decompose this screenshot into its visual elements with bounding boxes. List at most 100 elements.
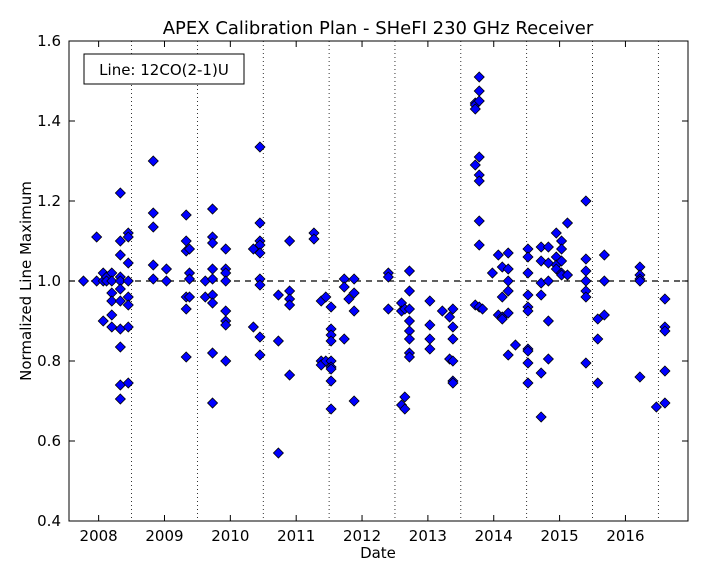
data-point <box>542 275 554 287</box>
data-point <box>114 283 126 295</box>
data-point <box>598 275 610 287</box>
x-tick-label: 2013 <box>409 527 447 545</box>
data-point <box>424 319 436 331</box>
data-point <box>535 411 547 423</box>
data-point <box>382 271 394 283</box>
plot-area: 0.40.60.81.01.21.41.6 2008 2009 2010 2011 20… <box>37 32 689 545</box>
data-point <box>114 295 126 307</box>
data-point <box>473 151 485 163</box>
y-tick-label: 1.6 <box>37 32 61 50</box>
data-point <box>254 217 266 229</box>
data-point <box>580 195 592 207</box>
data-point <box>542 257 554 269</box>
data-point <box>147 273 159 285</box>
data-point <box>348 273 360 285</box>
data-point <box>522 345 534 357</box>
data-point <box>502 307 514 319</box>
data-point <box>206 347 219 359</box>
data-point <box>77 275 90 287</box>
legend-box: Line: 12CO(2-1)U <box>83 53 245 85</box>
data-point <box>469 103 481 115</box>
y-axis-ticks: 0.4 0.6 0.8 1.0 1.2 1.4 1.6 <box>37 32 688 530</box>
y-tick-label: 1.4 <box>37 112 61 130</box>
data-point <box>338 333 350 345</box>
data-point <box>147 207 159 219</box>
data-point <box>522 251 534 263</box>
data-point <box>469 159 481 171</box>
data-point <box>542 353 554 365</box>
data-point <box>447 377 459 389</box>
data-point <box>122 275 134 287</box>
x-axis-label: Date <box>360 544 396 562</box>
x-tick-label: 2016 <box>606 527 644 545</box>
data-point <box>147 259 159 271</box>
data-point <box>180 303 192 315</box>
data-point <box>580 253 592 265</box>
data-point <box>447 321 459 333</box>
data-point <box>535 241 547 253</box>
y-tick-label: 1.0 <box>37 272 61 290</box>
data-point <box>348 305 360 317</box>
data-point <box>522 267 534 279</box>
data-point <box>659 325 671 337</box>
annotation-label: Line: 12CO(2-1)U <box>99 61 229 79</box>
data-point <box>206 297 219 309</box>
data-point <box>561 217 574 229</box>
data-point <box>535 289 547 301</box>
data-point <box>403 333 416 345</box>
data-point <box>522 305 534 317</box>
data-point <box>580 291 592 303</box>
data-point <box>183 273 196 285</box>
data-point <box>502 263 514 275</box>
data-point <box>522 357 534 369</box>
data-point <box>122 231 134 243</box>
data-point <box>284 369 296 381</box>
data-point <box>106 309 118 321</box>
data-point <box>399 403 411 415</box>
data-point <box>403 285 416 297</box>
data-point <box>206 397 219 409</box>
data-point <box>343 293 355 305</box>
x-tick-label: 2011 <box>277 527 315 545</box>
y-tick-label: 0.8 <box>37 352 61 370</box>
data-point <box>106 321 118 333</box>
data-point <box>659 397 671 409</box>
data-point <box>476 303 489 315</box>
data-point <box>348 287 360 299</box>
data-point <box>122 377 134 389</box>
data-point <box>272 335 284 347</box>
data-point <box>272 447 284 459</box>
data-point <box>122 321 134 333</box>
data-point <box>522 289 534 301</box>
x-tick-label: 2015 <box>540 527 578 545</box>
data-point <box>659 293 671 305</box>
data-point <box>220 275 232 287</box>
data-point <box>254 141 266 153</box>
data-point <box>284 235 296 247</box>
data-point <box>444 311 456 323</box>
data-point <box>206 273 219 285</box>
data-point <box>492 249 504 261</box>
data-point <box>97 315 109 327</box>
data-point <box>436 305 448 317</box>
data-point <box>592 377 604 389</box>
data-point <box>325 403 337 415</box>
data-point <box>180 209 192 221</box>
data-point <box>382 303 394 315</box>
data-point <box>592 313 604 325</box>
data-point <box>473 95 485 107</box>
data-point <box>284 299 296 311</box>
data-point <box>348 395 360 407</box>
data-point <box>403 351 416 363</box>
data-point <box>220 319 232 331</box>
x-tick-label: 2012 <box>343 527 381 545</box>
data-point <box>320 291 332 303</box>
data-point <box>220 355 232 367</box>
x-tick-label: 2008 <box>80 527 118 545</box>
data-point <box>473 239 485 251</box>
x-tick-label: 2009 <box>145 527 183 545</box>
annotation-frame <box>83 53 245 85</box>
data-point <box>114 393 126 405</box>
x-tick-label: 2014 <box>475 527 513 545</box>
